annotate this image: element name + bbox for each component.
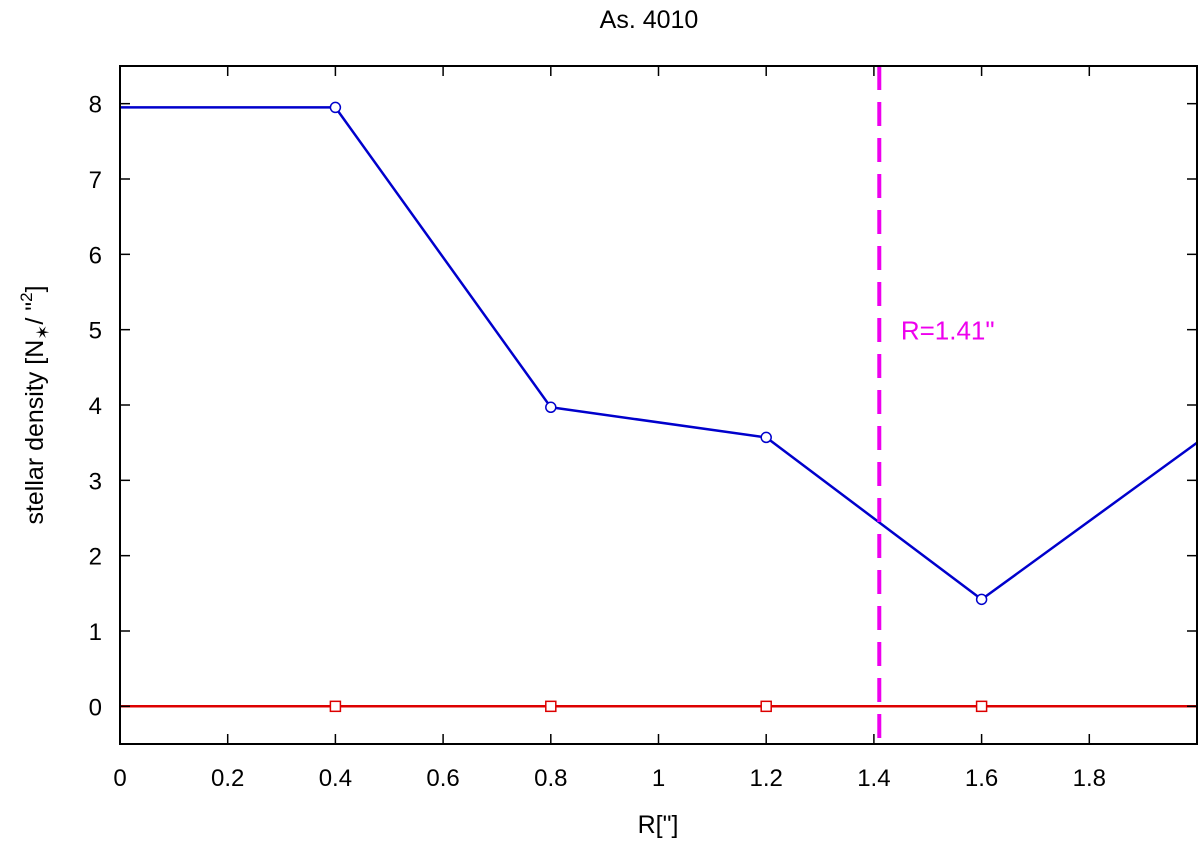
y-tick-label: 7 (89, 167, 102, 194)
y-tick-label: 6 (89, 242, 102, 269)
y-tick-label: 3 (89, 468, 102, 495)
x-tick-label: 1.2 (750, 765, 783, 792)
y-tick-label: 1 (89, 619, 102, 646)
x-tick-label: 0 (113, 765, 126, 792)
x-tick-label: 0.4 (319, 765, 352, 792)
chart-title: As. 4010 (600, 6, 699, 34)
x-axis: 0 0.2 0.4 0.6 0.8 1 1.2 1.4 1.6 1.8 (113, 66, 1106, 792)
y-tick-label: 5 (89, 318, 102, 345)
y-tick-label: 8 (89, 92, 102, 119)
x-tick-label: 1.6 (965, 765, 998, 792)
plot-content (120, 66, 1198, 744)
x-tick-label: 0.2 (211, 765, 244, 792)
y-tick-label: 4 (89, 393, 102, 420)
y-tick-label: 2 (89, 544, 102, 571)
x-tick-label: 1.8 (1073, 765, 1106, 792)
y-axis-title-end: ] (21, 285, 49, 292)
series-2-point (329, 700, 342, 713)
x-tick-label: 0.6 (426, 765, 459, 792)
x-axis-title: R["] (638, 811, 679, 839)
y-axis-title: stellar density [N✶/ "2] (17, 285, 53, 524)
x-tick-label: 0.8 (534, 765, 567, 792)
y-axis-title-main: stellar density [N (21, 340, 49, 525)
series-1-point (545, 401, 557, 414)
x-tick-label: 1 (652, 765, 665, 792)
series-1-point (760, 431, 772, 444)
series-2-point (545, 700, 557, 713)
y-axis: 0 1 2 3 4 5 6 7 8 (89, 92, 1197, 721)
y-tick-label: 0 (89, 694, 102, 721)
y-axis-title-tail: / " (21, 302, 49, 325)
series-line-1 (120, 106, 1198, 601)
series-1-point (975, 593, 988, 606)
y-axis-title-star: ✶ (33, 325, 53, 340)
series-2-point (975, 700, 988, 713)
x-tick-label: 1.4 (857, 765, 890, 792)
y-axis-title-sup: 2 (17, 292, 36, 301)
plot-frame (119, 65, 1198, 745)
series-1-point (329, 101, 342, 114)
series-2-point (760, 700, 772, 713)
radius-annotation: R=1.41" (901, 316, 995, 346)
